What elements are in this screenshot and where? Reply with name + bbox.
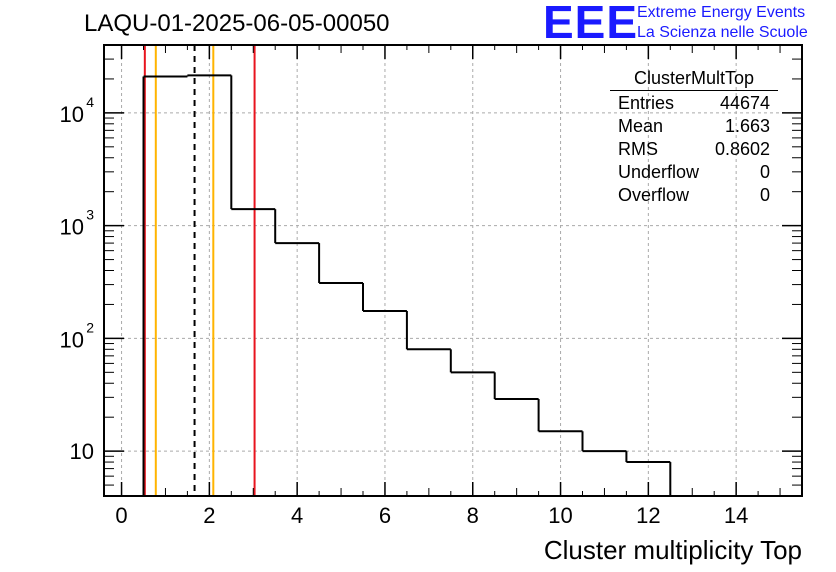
stats-row-label: Entries [618, 93, 675, 113]
stats-box: ClusterMultTop Entries 44674 Mean 1.663 RMS 0… [610, 68, 778, 207]
x-tick-label: 4 [291, 503, 303, 528]
x-tick-label: 12 [636, 503, 660, 528]
histogram-layer [142, 74, 672, 496]
x-tick-label: 6 [379, 503, 391, 528]
chart-title: LAQU-01-2025-06-05-00050 [84, 10, 390, 37]
y-tick-exponent: 2 [86, 319, 94, 335]
y-tick-base: 10 [70, 439, 94, 464]
x-tick-label: 14 [724, 503, 748, 528]
y-tick-label: 10 4 [60, 94, 95, 127]
stats-row: Underflow 0 [610, 161, 778, 184]
stats-row: Entries 44674 [610, 92, 778, 115]
stats-row-value: 1.663 [724, 116, 770, 136]
y-tick-base: 10 [60, 102, 84, 127]
y-tick-label: 10 [70, 439, 94, 464]
logo-line-1: Extreme Energy Events [637, 4, 806, 21]
stats-row-value: 0 [759, 185, 770, 205]
stats-row-value: 44674 [719, 93, 770, 113]
y-tick-base: 10 [60, 327, 84, 352]
stats-row: Mean 1.663 [610, 115, 778, 138]
x-tick-label: 2 [203, 503, 215, 528]
y-tick-base: 10 [60, 215, 84, 240]
stats-row-value: 0 [759, 162, 770, 182]
vertical-lines-layer [143, 45, 256, 496]
stats-row-label: Underflow [618, 162, 700, 182]
stats-row: Overflow 0 [610, 184, 778, 207]
x-tick-label: 8 [467, 503, 479, 528]
y-tick-exponent: 3 [86, 207, 94, 223]
grid-layer [104, 45, 802, 496]
x-axis-label: Cluster multiplicity Top [544, 535, 802, 565]
stats-row-label: Overflow [618, 185, 690, 205]
y-tick-label: 10 3 [60, 207, 95, 240]
stats-row-value: 0.8602 [714, 139, 770, 159]
logo-line-2: La Scienza nelle Scuole [637, 24, 808, 41]
stats-row: RMS 0.8602 [610, 138, 778, 161]
stats-row-label: Mean [618, 116, 664, 136]
eee-logo: EEE Extreme Energy Events La Scienza nel… [543, 0, 833, 48]
x-tick-label: 10 [548, 503, 572, 528]
x-tick-label: 0 [115, 503, 127, 528]
stats-rows: Entries 44674 Mean 1.663 RMS 0.8602 Underflow 0… [610, 92, 778, 207]
stats-row-label: RMS [618, 139, 658, 159]
stats-title: ClusterMultTop [610, 68, 778, 91]
eee-logo-mark: EEE [543, 0, 639, 48]
y-tick-exponent: 4 [86, 94, 94, 110]
y-tick-label: 10 2 [60, 319, 95, 352]
